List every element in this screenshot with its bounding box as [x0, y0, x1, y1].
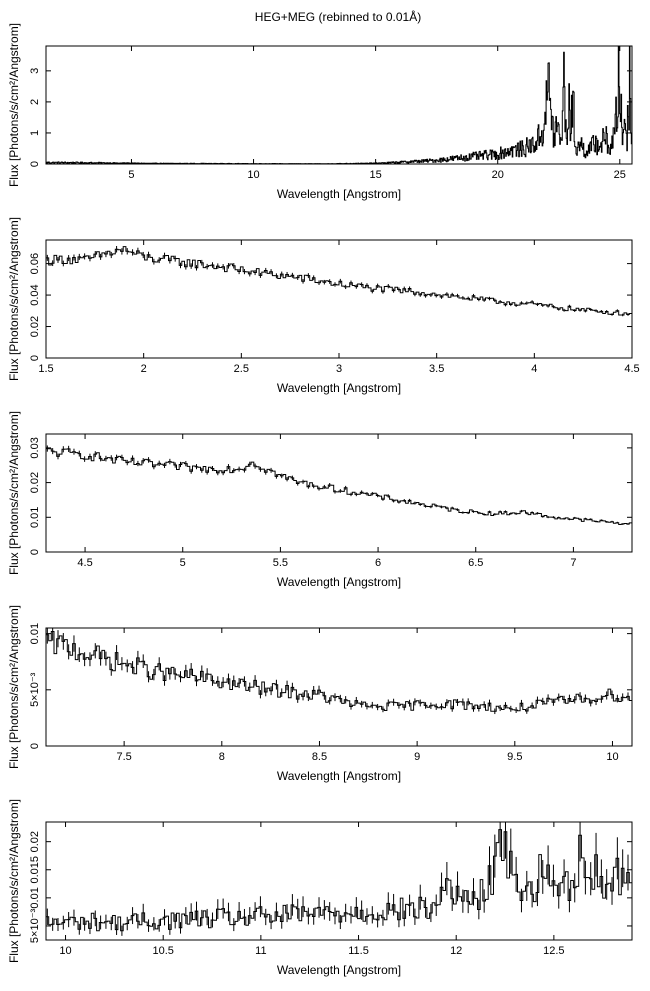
y-axis-label: Flux [Photons/s/cm²/Angstrom]: [7, 799, 21, 963]
y-tick-label: 0.03: [29, 437, 41, 458]
y-axis-label: Flux [Photons/s/cm²/Angstrom]: [7, 605, 21, 769]
spectrum-line: [46, 829, 632, 932]
y-axis-label: Flux [Photons/s/cm²/Angstrom]: [7, 23, 21, 187]
x-tick-label: 10: [59, 945, 71, 957]
y-tick-label: 0.04: [29, 284, 41, 305]
y-tick-label: 3: [29, 68, 41, 74]
x-tick-label: 6: [375, 557, 381, 569]
x-tick-label: 9: [414, 751, 420, 763]
x-tick-label: 7.5: [116, 751, 131, 763]
plot-frame: [45, 627, 633, 747]
x-tick-label: 11: [255, 945, 266, 957]
y-tick-label: 0: [29, 355, 41, 361]
x-tick-label: 12.5: [543, 945, 564, 957]
y-tick-label: 0.01: [29, 507, 41, 528]
x-tick-label: 2: [141, 363, 147, 375]
x-tick-label: 10: [606, 751, 618, 763]
y-axis-label: Flux [Photons/s/cm²/Angstrom]: [7, 411, 21, 575]
x-tick-label: 8.5: [312, 751, 327, 763]
x-tick-label: 12: [450, 945, 462, 957]
x-tick-label: 20: [492, 169, 504, 181]
y-tick-label: 5×10⁻³: [29, 672, 41, 707]
y-tick-label: 0: [29, 161, 41, 167]
y-tick-label: 0.02: [29, 831, 41, 852]
x-tick-label: 6.5: [468, 557, 483, 569]
y-axis-label: Flux [Photons/s/cm²/Angstrom]: [7, 217, 21, 381]
x-tick-label: 11.5: [348, 945, 369, 957]
x-tick-label: 8: [219, 751, 225, 763]
y-tick-label: 0: [29, 743, 41, 749]
y-tick-label: 5×10⁻³: [29, 908, 41, 943]
x-tick-label: 4.5: [77, 557, 92, 569]
x-tick-label: 3: [336, 363, 342, 375]
spectrum-line: [46, 45, 632, 165]
spectrum-line: [46, 246, 632, 316]
spectrum-line: [46, 448, 632, 525]
plot-frame: [45, 821, 633, 941]
x-tick-label: 9.5: [507, 751, 522, 763]
x-tick-label: 5: [180, 557, 186, 569]
y-tick-label: 0.02: [29, 472, 41, 493]
x-axis-label: Wavelength [Angstrom]: [277, 769, 401, 783]
x-tick-label: 3.5: [429, 363, 444, 375]
y-tick-label: 1: [29, 130, 41, 136]
x-axis-label: Wavelength [Angstrom]: [277, 187, 401, 201]
x-tick-label: 10.5: [152, 945, 173, 957]
y-tick-label: 0.01: [29, 623, 41, 644]
x-tick-label: 10: [247, 169, 259, 181]
y-tick-label: 0: [29, 549, 41, 555]
x-tick-label: 7: [570, 557, 576, 569]
x-tick-label: 5.5: [273, 557, 288, 569]
y-tick-label: 0.015: [29, 856, 41, 884]
x-axis-label: Wavelength [Angstrom]: [277, 575, 401, 589]
y-tick-label: 0.01: [29, 887, 41, 908]
y-tick-label: 0.02: [29, 316, 41, 337]
y-tick-label: 0.06: [29, 253, 41, 274]
x-tick-label: 15: [370, 169, 382, 181]
x-tick-label: 1.5: [38, 363, 53, 375]
x-tick-label: 25: [614, 169, 626, 181]
spectrum-line: [46, 631, 632, 712]
x-tick-label: 4.5: [624, 363, 639, 375]
x-tick-label: 2.5: [234, 363, 249, 375]
x-axis-label: Wavelength [Angstrom]: [277, 963, 401, 977]
figure-title: HEG+MEG (rebinned to 0.01Å): [254, 10, 422, 24]
plot-frame: [45, 45, 633, 165]
x-axis-label: Wavelength [Angstrom]: [277, 381, 401, 395]
x-tick-label: 4: [531, 363, 537, 375]
plot-frame: [45, 433, 633, 553]
plot-frame: [45, 239, 633, 359]
x-tick-label: 5: [128, 169, 134, 181]
y-tick-label: 2: [29, 99, 41, 105]
